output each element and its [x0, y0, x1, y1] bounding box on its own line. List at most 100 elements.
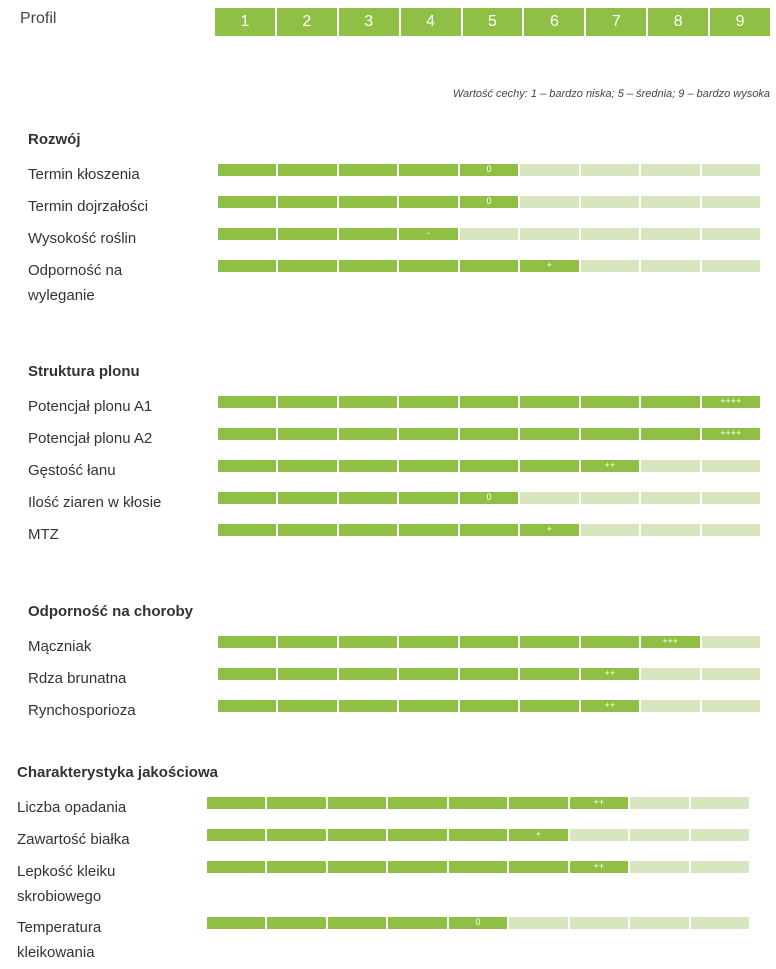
- trait-label: Lepkość kleiku skrobiowego: [17, 863, 116, 905]
- trait-bar: 0: [218, 196, 760, 208]
- value-mark: 0: [486, 492, 492, 502]
- bar-segment-empty: [701, 668, 760, 680]
- bar-segment-filled: [327, 797, 387, 809]
- bar-segment-filled: [338, 164, 398, 176]
- bar-segment-empty: [701, 164, 760, 176]
- bar-segment-empty: [690, 917, 749, 929]
- section-title: Charakterystyka jakościowa: [17, 764, 218, 781]
- bar-segment-filled: ++: [580, 668, 640, 680]
- bar-segment-filled: [218, 164, 277, 176]
- trait-label: Rdza brunatna: [28, 670, 127, 687]
- bar-segment-filled: [218, 524, 277, 536]
- bar-segment-filled: [641, 396, 700, 408]
- bar-segment-filled: [399, 492, 458, 504]
- bar-segment-empty: [690, 861, 749, 873]
- bar-segment-filled: [278, 228, 337, 240]
- bar-segment-filled: [448, 861, 508, 873]
- value-mark: 0: [486, 164, 492, 174]
- bar-segment-filled: ++: [580, 460, 640, 472]
- bar-segment-filled: ++: [580, 700, 640, 712]
- trait-label: Termin kłoszenia: [28, 166, 140, 183]
- bar-segment-empty: [580, 228, 640, 240]
- bar-segment-filled: [278, 524, 337, 536]
- bar-segment-empty: [641, 700, 700, 712]
- bar-segment-empty: [520, 196, 579, 208]
- bar-segment-filled: 0: [448, 917, 508, 929]
- trait-row: Gęstość łanu ++: [28, 456, 760, 488]
- bar-segment-filled: [278, 700, 337, 712]
- bar-segment-filled: [327, 861, 387, 873]
- trait-row: Potencjał plonu A1 ++++: [28, 392, 760, 424]
- section: Odporność na choroby Mączniak +++ Rdza brun…: [28, 600, 760, 728]
- trait-bar: +++: [218, 636, 760, 648]
- bar-segment-filled: [459, 460, 519, 472]
- bar-segment-empty: [701, 492, 760, 504]
- section: Rozwój Termin kłoszenia 0 Termin dojrzałośc…: [28, 128, 760, 312]
- bar-segment-filled: [267, 917, 326, 929]
- bar-segment-filled: [207, 861, 266, 873]
- trait-label: Ilość ziaren w kłosie: [28, 494, 162, 511]
- bar-segment-empty: [580, 492, 640, 504]
- trait-bar: +: [218, 260, 760, 272]
- bar-segment-filled: [338, 524, 398, 536]
- trait-row: Rynchosporioza ++: [28, 696, 760, 728]
- bar-segment-filled: [520, 428, 579, 440]
- bar-segment-empty: [580, 260, 640, 272]
- section-title: Odporność na choroby: [28, 603, 194, 620]
- trait-row: Zawartość białka +: [17, 825, 749, 857]
- legend-note: Wartość cechy: 1 – bardzo niska; 5 – śre…: [452, 88, 770, 100]
- trait-label: Termin dojrzałości: [28, 198, 149, 215]
- bar-segment-filled: ++: [569, 861, 629, 873]
- bar-segment-empty: [701, 700, 760, 712]
- bar-segment-filled: [338, 668, 398, 680]
- bar-segment-filled: [520, 636, 579, 648]
- bar-segment-filled: [218, 492, 277, 504]
- bar-segment-filled: +: [520, 260, 579, 272]
- trait-row: Wysokość roślin -: [28, 224, 760, 256]
- value-mark: -: [427, 228, 431, 238]
- scale-cell-4: 4: [400, 8, 461, 36]
- bar-segment-empty: [701, 260, 760, 272]
- bar-segment-filled: [459, 260, 519, 272]
- bar-segment-filled: [327, 917, 387, 929]
- bar-segment-filled: [278, 460, 337, 472]
- bar-segment-empty: [701, 460, 760, 472]
- trait-bar: ++: [207, 861, 749, 873]
- bar-segment-filled: [338, 196, 398, 208]
- bar-segment-filled: [399, 460, 458, 472]
- bar-segment-filled: [399, 636, 458, 648]
- bar-segment-empty: [641, 164, 700, 176]
- scale-cell-5: 5: [462, 8, 523, 36]
- trait-bar: ++: [207, 797, 749, 809]
- bar-segment-filled: [267, 829, 326, 841]
- value-mark: +: [546, 524, 553, 534]
- bar-segment-filled: [338, 700, 398, 712]
- section: Charakterystyka jakościowa Liczba opadani…: [17, 761, 749, 969]
- bar-segment-filled: [641, 428, 700, 440]
- bar-segment-filled: [278, 196, 337, 208]
- bar-segment-empty: [701, 636, 760, 648]
- bar-segment-filled: [388, 861, 447, 873]
- scale-cell-7: 7: [586, 8, 647, 36]
- bar-segment-filled: [338, 260, 398, 272]
- trait-row: Termin kłoszenia 0: [28, 160, 760, 192]
- bar-segment-filled: [218, 668, 277, 680]
- bar-segment-filled: ++: [569, 797, 629, 809]
- bar-segment-filled: 0: [459, 492, 519, 504]
- bar-segment-empty: [520, 164, 579, 176]
- bar-segment-filled: [278, 164, 337, 176]
- bar-segment-empty: [641, 260, 700, 272]
- bar-segment-empty: [630, 829, 689, 841]
- trait-row: MTZ +: [28, 520, 760, 552]
- scale-cell-6: 6: [524, 8, 585, 36]
- value-mark: ++++: [720, 428, 742, 438]
- bar-segment-filled: -: [399, 228, 458, 240]
- bar-segment-filled: [278, 492, 337, 504]
- bar-segment-filled: [388, 829, 447, 841]
- bar-segment-empty: [630, 861, 689, 873]
- trait-row: Mączniak +++: [28, 632, 760, 664]
- bar-segment-filled: [218, 700, 277, 712]
- bar-segment-filled: [399, 164, 458, 176]
- bar-segment-filled: [278, 668, 337, 680]
- bar-segment-filled: [218, 460, 277, 472]
